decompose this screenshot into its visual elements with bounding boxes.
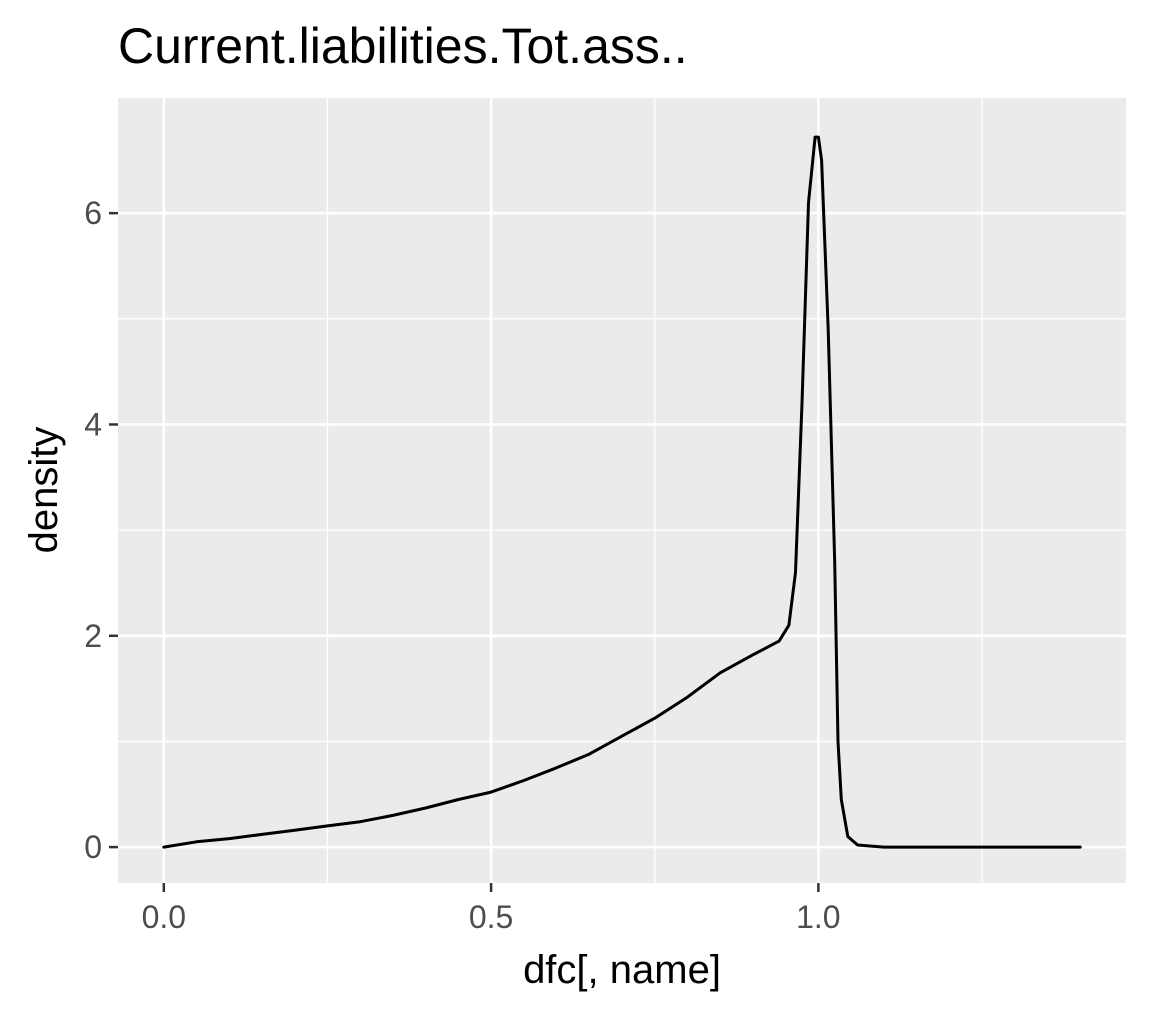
x-tick-label-2: 1.0 [796, 899, 840, 935]
x-tick-label-1: 0.5 [469, 899, 513, 935]
y-axis: 0 2 4 6 [84, 195, 118, 865]
y-tick-label-1: 2 [84, 618, 102, 654]
x-tick-label-0: 0.0 [142, 899, 186, 935]
y-tick-label-3: 6 [84, 195, 102, 231]
x-axis-title: dfc[, name] [523, 948, 721, 992]
plot-panel [118, 98, 1126, 883]
density-line-0 [162, 135, 1082, 849]
y-tick-label-2: 4 [84, 406, 102, 442]
y-axis-title: density [22, 427, 66, 554]
y-tick-label-0: 0 [84, 829, 102, 865]
density-series [162, 135, 1082, 849]
x-axis: 0.0 0.5 1.0 [142, 883, 841, 935]
minor-gridlines [118, 98, 1126, 883]
chart-title: Current.liabilities.Tot.ass.. [118, 18, 688, 74]
